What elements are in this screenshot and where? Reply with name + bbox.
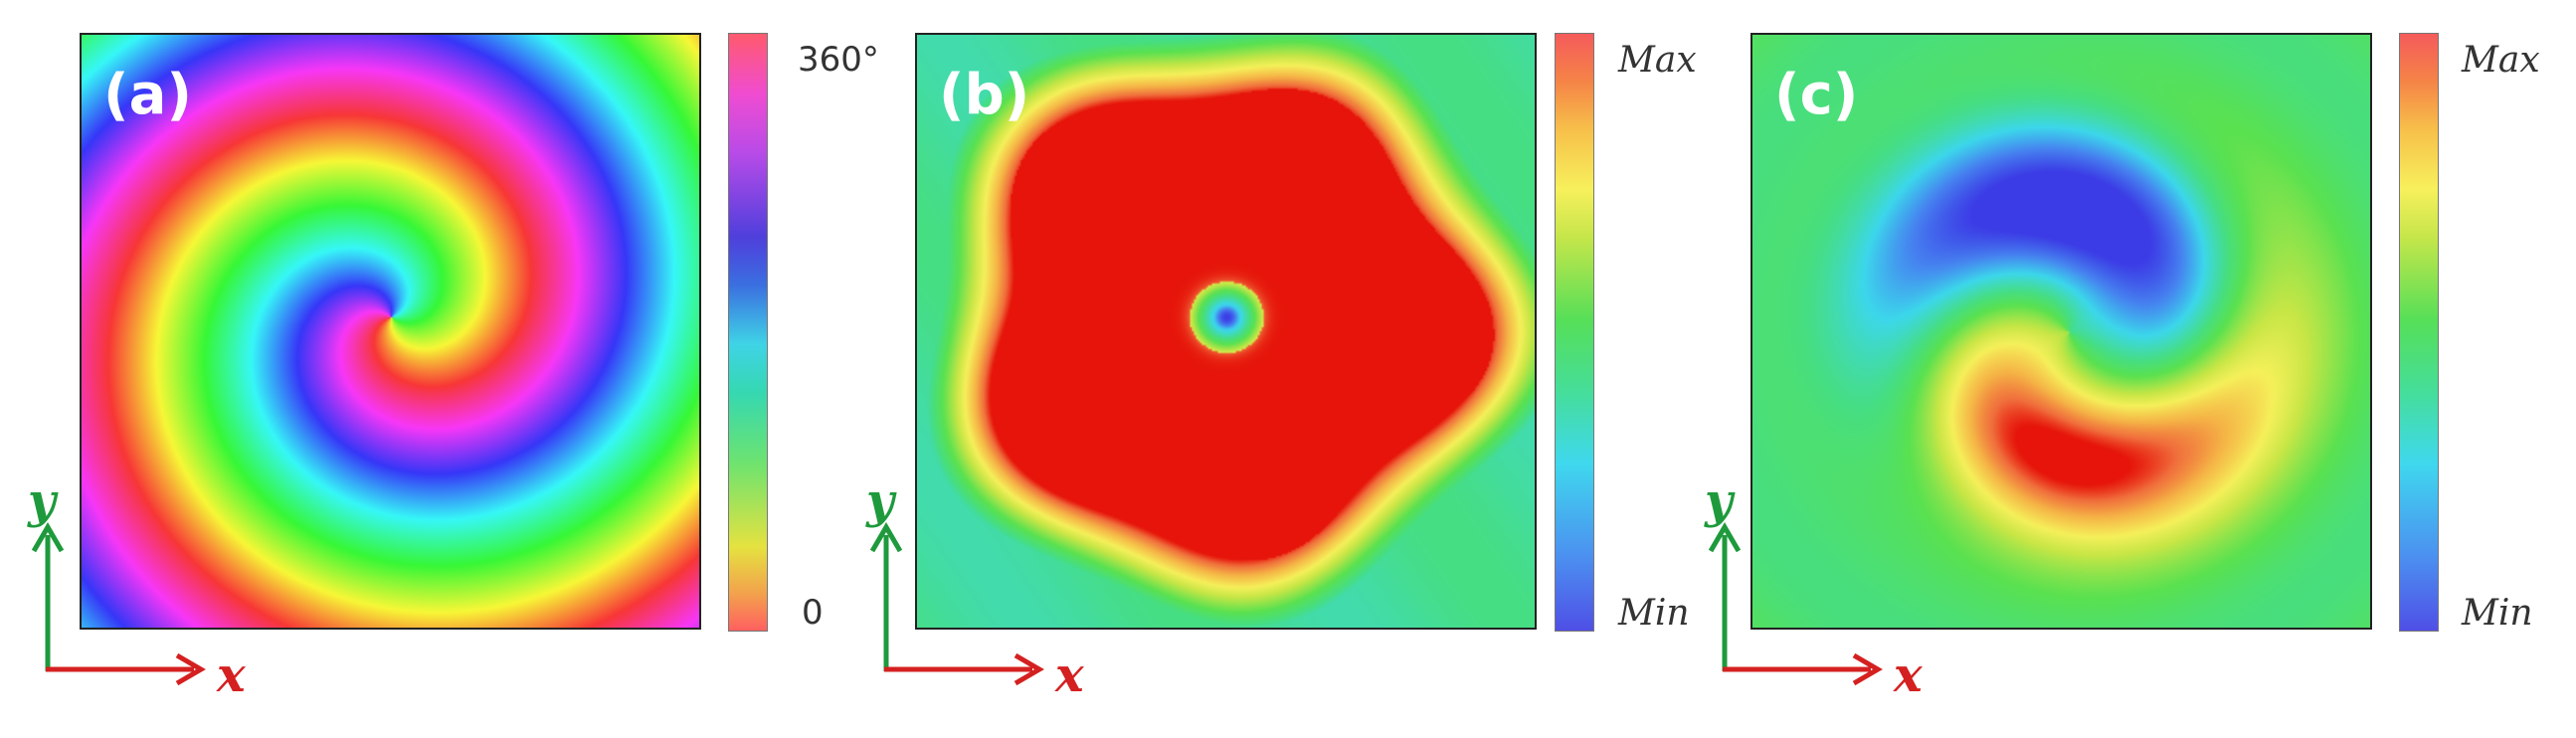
x-arrowhead [1013, 652, 1044, 686]
intensity-map-canvas [917, 35, 1535, 628]
x-arrowhead [175, 652, 206, 686]
xy-axes-indicator: y x [1704, 473, 1926, 703]
colorbar-top-label: Max [2462, 40, 2540, 81]
panel-label-c: (c) [1774, 63, 1859, 127]
colorbar-top-label: Max [1618, 40, 1697, 81]
intensity-map: (b) [915, 33, 1537, 630]
xy-axes-svg: y x [865, 473, 1085, 703]
y-axis-label: y [1704, 473, 1736, 529]
lobe-colorbar [2399, 33, 2439, 632]
x-axis-label: x [216, 647, 247, 703]
x-axis-label: x [1893, 647, 1924, 703]
y-arrowhead [869, 522, 903, 553]
lobe-map: (c) [1750, 33, 2372, 630]
intensity-colorbar [1555, 33, 1594, 632]
xy-axes-svg: y x [1704, 473, 1924, 703]
panel-c: (c) Max Min y x [1671, 0, 2540, 738]
colorbar-bottom-label: Min [2462, 593, 2533, 634]
xy-axes-indicator: y x [27, 473, 249, 703]
panel-a: (a) 360° 0 y x [0, 0, 879, 738]
phase-map-canvas [82, 35, 699, 628]
xy-axes-svg: y x [27, 473, 247, 703]
xy-axes-indicator: y x [865, 473, 1087, 703]
colorbar-bottom-label: 0 [802, 593, 824, 633]
panel-label-b: (b) [939, 63, 1030, 127]
colorbar-top-label: 360° [798, 40, 879, 80]
panel-b: (b) Max Min y x [832, 0, 1697, 738]
y-arrowhead [1708, 522, 1742, 553]
y-axis-label: y [27, 473, 59, 529]
phase-map: (a) [80, 33, 701, 630]
y-axis-label: y [865, 473, 897, 529]
y-arrowhead [31, 522, 65, 553]
colorbar-bottom-label: Min [1618, 593, 1690, 634]
x-axis-label: x [1054, 647, 1085, 703]
panel-label-a: (a) [103, 63, 192, 127]
x-arrowhead [1852, 652, 1883, 686]
phase-colorbar [728, 33, 768, 632]
lobe-map-canvas [1752, 35, 2370, 628]
